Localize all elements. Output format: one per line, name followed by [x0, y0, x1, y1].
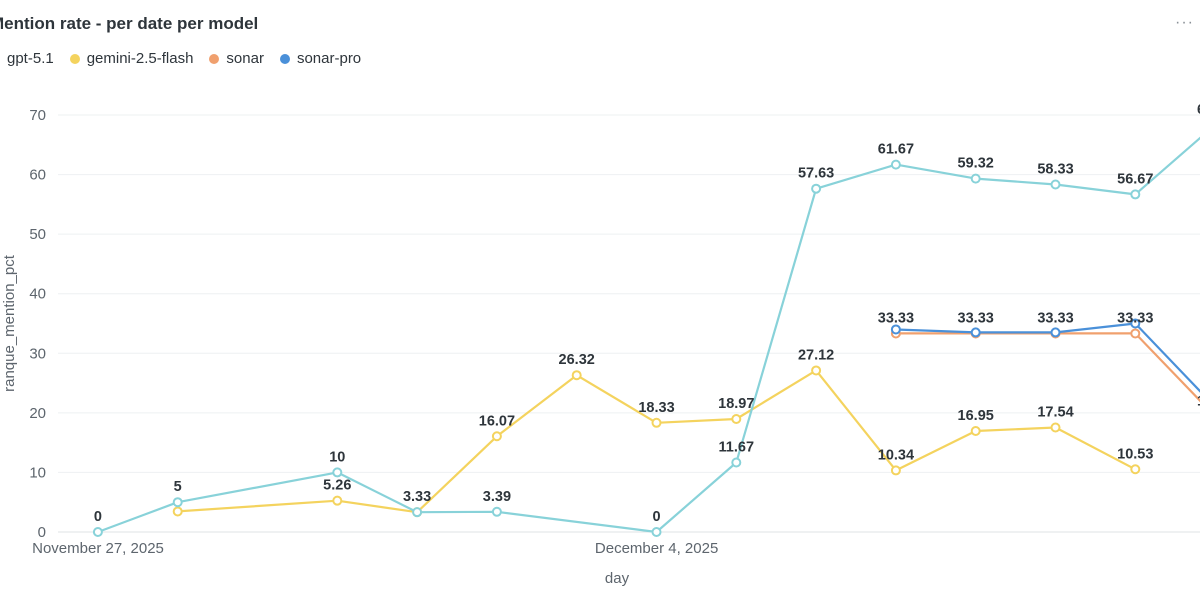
data-point-gpt-5.1: [92, 527, 103, 537]
data-point-sonar-pro: [970, 327, 981, 338]
legend-label: sonar: [226, 50, 264, 67]
data-label: 58.33: [1037, 162, 1073, 178]
data-label: 0: [652, 509, 660, 525]
data-label: 10.53: [1117, 446, 1153, 462]
data-point-gemini-2.5-flash: [172, 506, 183, 517]
data-point-sonar-pro: [1130, 318, 1141, 329]
legend-label: gpt-5.1: [7, 50, 54, 67]
data-label: 33.33: [878, 310, 914, 326]
data-label: 11.67: [719, 439, 755, 455]
data-point-gemini-2.5-flash: [491, 431, 502, 442]
data-point-gemini-2.5-flash: [332, 495, 343, 506]
y-axis-title: ranque_mention_pct: [1, 254, 18, 392]
data-point-gpt-5.1: [172, 497, 183, 508]
legend-item-sonar[interactable]: sonar: [209, 50, 264, 67]
data-point-gpt-5.1: [970, 173, 981, 184]
data-label: 33.33: [958, 310, 994, 326]
series-line-gpt-5.1: [96, 136, 1200, 534]
data-point-gpt-5.1: [890, 159, 901, 170]
data-label: 56.67: [1117, 171, 1153, 187]
data-label: 5.26: [323, 478, 351, 494]
y-tick-label: 10: [29, 464, 46, 481]
data-label: 10: [329, 449, 345, 465]
x-tick-label: November 27, 2025: [32, 540, 164, 557]
legend: gpt-5.1 gemini-2.5-flash sonar sonar-pro: [0, 50, 361, 67]
data-point-gemini-2.5-flash: [731, 413, 742, 424]
series-line-sonar-pro: [894, 322, 1200, 393]
y-tick-label: 50: [29, 226, 46, 243]
data-point-gpt-5.1: [412, 507, 423, 518]
data-point-gemini-2.5-flash: [651, 417, 662, 428]
data-label: 0: [94, 509, 102, 525]
data-label: 16.95: [958, 408, 994, 424]
data-label: 17.54: [1037, 405, 1073, 421]
data-label: 19.42: [1197, 393, 1200, 409]
y-tick-label: 30: [29, 345, 46, 362]
data-label: 59.32: [958, 156, 994, 172]
data-label: 16.07: [479, 413, 515, 429]
data-label: 33.33: [1037, 310, 1073, 326]
data-label: 3.39: [483, 489, 511, 505]
more-options-icon[interactable]: ···: [1175, 14, 1194, 31]
data-label: 3.33: [403, 489, 431, 505]
data-label: 5: [174, 479, 182, 495]
data-point-gemini-2.5-flash: [1130, 464, 1141, 475]
legend-dot-icon: [279, 53, 290, 64]
data-point-gpt-5.1: [1050, 179, 1061, 190]
data-label: 18.33: [638, 400, 674, 416]
data-point-gemini-2.5-flash: [1050, 422, 1061, 433]
chart-title: Mention rate - per date per model: [0, 14, 259, 33]
y-tick-label: 20: [29, 405, 46, 422]
data-label: 61.67: [878, 142, 914, 158]
data-label: 27.12: [798, 347, 834, 363]
data-point-gpt-5.1: [1130, 189, 1141, 200]
data-label: 26.32: [559, 352, 595, 368]
data-label: 68.33: [1197, 102, 1200, 118]
data-point-gpt-5.1: [332, 467, 343, 478]
data-label: 33.33: [1117, 310, 1153, 326]
series-line-gemini-2.5-flash: [176, 369, 1137, 514]
y-tick-label: 60: [29, 167, 46, 184]
data-label: 10.34: [878, 447, 914, 463]
legend-item-gemini-2-5-flash[interactable]: gemini-2.5-flash: [69, 50, 194, 67]
data-point-gemini-2.5-flash: [811, 365, 822, 376]
data-point-gemini-2.5-flash: [890, 465, 901, 476]
data-point-gemini-2.5-flash: [571, 370, 582, 381]
data-point-sonar-pro: [890, 324, 901, 335]
legend-dot-icon: [209, 53, 220, 64]
legend-dot-icon: [69, 53, 80, 64]
data-point-gpt-5.1: [491, 506, 502, 517]
data-point-gemini-2.5-flash: [970, 426, 981, 437]
data-point-gpt-5.1: [651, 527, 662, 537]
data-label: 18.97: [718, 396, 754, 412]
legend-item-sonar-pro[interactable]: sonar-pro: [279, 50, 362, 67]
data-point-gpt-5.1: [811, 183, 822, 194]
x-tick-label: December 4, 2025: [595, 540, 718, 557]
y-tick-label: 40: [29, 286, 46, 303]
y-tick-label: 70: [29, 107, 46, 124]
legend-label: gemini-2.5-flash: [86, 50, 194, 67]
y-tick-label: 0: [38, 524, 46, 541]
data-point-sonar: [1130, 328, 1141, 339]
data-point-gpt-5.1: [731, 457, 742, 468]
legend-item-gpt-5-1[interactable]: gpt-5.1: [0, 50, 54, 67]
x-axis-title: day: [605, 570, 630, 587]
data-label: 57.63: [798, 166, 834, 182]
data-point-sonar-pro: [1050, 327, 1061, 338]
legend-label: sonar-pro: [296, 50, 362, 67]
